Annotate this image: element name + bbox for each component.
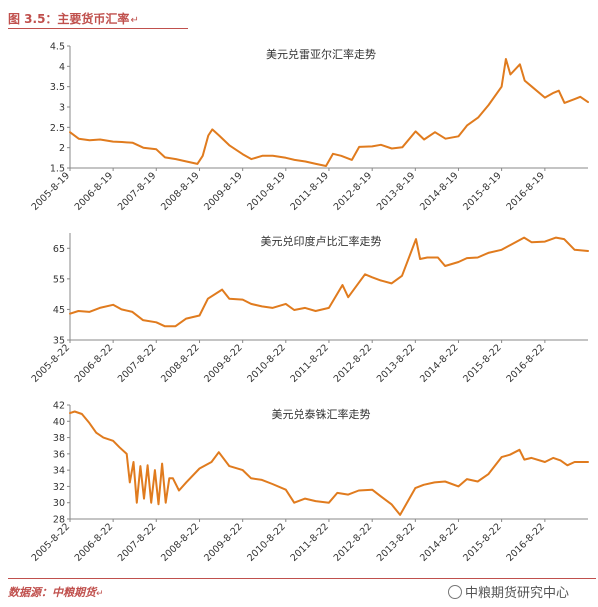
x-tick-label: 2012-8-22 [332,342,375,385]
series-line-1 [69,58,589,167]
y-tick-label: 38 [53,433,65,444]
source-return-mark: ↵ [96,589,104,599]
y-tick-label: 3 [59,103,65,114]
y-tick-label: 2.5 [50,123,65,134]
x-tick-label: 2015-8-22 [461,521,504,564]
x-tick-label: 2010-8-22 [245,342,288,385]
figure-title-text: 图 3.5：主要货币汇率 [8,12,130,26]
series-line-3 [69,410,589,516]
y-tick-label: 55 [53,274,65,285]
x-tick-label: 2012-8-19 [332,170,375,213]
x-tick-label: 2006-8-22 [73,342,116,385]
source-note: 数据源：中粮期货↵ [8,584,104,600]
y-tick-label: 35 [53,336,65,347]
y-tick-label: 40 [53,417,65,428]
y-tick-label: 45 [53,305,65,316]
x-tick-label: 2011-8-19 [289,170,332,213]
y-tick-label: 36 [53,449,65,460]
x-tick-label: 2016-8-22 [504,521,547,564]
x-tick-label: 2011-8-22 [289,521,332,564]
x-tick-label: 2016-8-19 [504,170,547,213]
x-tick-label: 2014-8-22 [418,342,461,385]
x-tick-label: 2008-8-22 [159,342,202,385]
x-tick-label: 2009-8-22 [202,521,245,564]
title-divider [8,28,188,29]
series-line-2 [69,236,589,328]
y-tick-label: 65 [53,244,65,255]
x-tick-label: 2006-8-22 [73,521,116,564]
x-tick-label: 2012-8-22 [332,521,375,564]
x-tick-label: 2013-8-22 [375,521,418,564]
x-tick-label: 2005-8-19 [30,170,73,213]
x-tick-label: 2007-8-19 [116,170,159,213]
y-tick-label: 3.5 [50,82,65,93]
y-tick-label: 42 [53,401,65,412]
chart-title-1: 美元兑雷亚尔汇率走势 [266,47,376,61]
watermark: 中粮期货研究中心 [448,582,569,601]
y-tick-label: 1.5 [50,164,65,175]
y-tick-label: 34 [53,466,65,477]
x-tick-label: 2009-8-22 [202,342,245,385]
title-return-mark: ↵ [130,15,139,26]
x-tick-label: 2016-8-22 [504,342,547,385]
x-tick-label: 2011-8-22 [289,342,332,385]
x-tick-label: 2013-8-19 [375,170,418,213]
watermark-text: 中粮期货研究中心 [465,586,570,601]
x-tick-label: 2008-8-22 [159,521,202,564]
y-tick-label: 2 [59,143,65,154]
figure-title: 图 3.5：主要货币汇率↵ [8,10,139,27]
y-tick-label: 4 [59,62,65,73]
y-tick-label: 28 [53,515,65,526]
x-tick-label: 2015-8-19 [461,170,504,213]
x-tick-label: 2005-8-22 [30,521,73,564]
x-tick-label: 2006-8-19 [73,170,116,213]
y-tick-label: 30 [53,498,65,509]
source-text: 数据源：中粮期货 [8,586,96,599]
x-tick-label: 2005-8-22 [30,342,73,385]
chart-title-3: 美元兑泰铢汇率走势 [272,407,371,421]
x-tick-label: 2010-8-19 [245,170,288,213]
x-tick-label: 2015-8-22 [461,342,504,385]
x-tick-label: 2009-8-19 [202,170,245,213]
source-divider [8,578,596,579]
x-tick-label: 2008-8-19 [159,170,202,213]
x-tick-label: 2007-8-22 [116,342,159,385]
y-tick-label: 4.5 [50,42,65,53]
chart-title-2: 美元兑印度卢比汇率走势 [261,234,382,248]
x-tick-label: 2013-8-22 [375,342,418,385]
x-tick-label: 2010-8-22 [245,521,288,564]
wechat-icon [448,585,462,599]
x-tick-label: 2007-8-22 [116,521,159,564]
x-tick-label: 2014-8-22 [418,521,461,564]
y-tick-label: 32 [53,482,65,493]
x-tick-label: 2014-8-19 [418,170,461,213]
